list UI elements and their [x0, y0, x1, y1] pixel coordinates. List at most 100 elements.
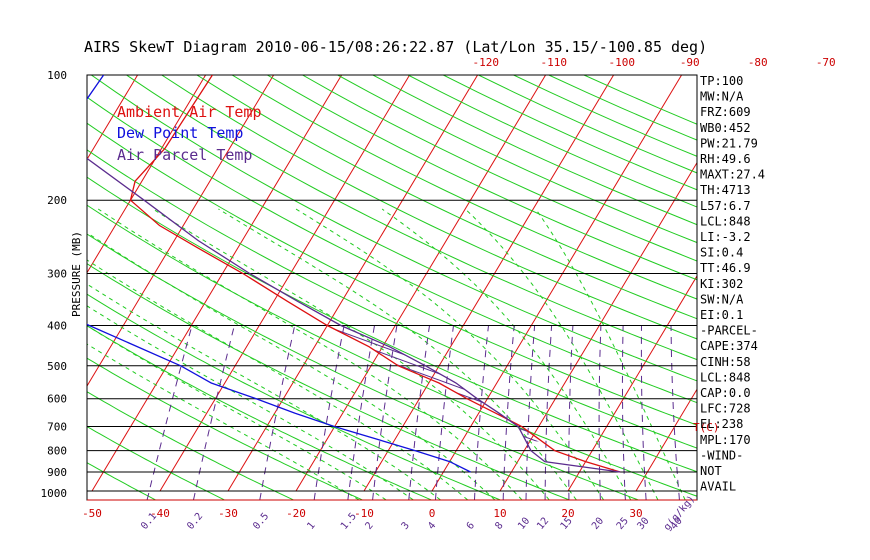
stat-item: FRZ:609	[700, 105, 751, 119]
dry-adiabat-line	[87, 122, 697, 426]
mixing-ratio-line	[146, 325, 193, 500]
ambient-air-temp-line	[129, 75, 621, 473]
dry-adiabat-line	[87, 426, 225, 500]
mixing-ratio-tick-label: 3	[400, 520, 412, 532]
stat-item: MPL:170	[700, 433, 751, 447]
y-axis-label: PRESSURE (MB)	[70, 231, 83, 317]
isotherm-line	[772, 75, 870, 491]
dry-adiabat-line	[196, 75, 697, 320]
stat-item: LCL:848	[700, 370, 751, 384]
mixing-ratio-line	[408, 325, 430, 500]
dry-adiabat-line	[87, 263, 570, 500]
stat-item: TT:46.9	[700, 261, 751, 275]
moist-adiabat-line	[535, 208, 686, 500]
isotherm-line	[0, 75, 2, 491]
dry-adiabat-line	[87, 293, 501, 500]
dry-adiabat-line	[161, 75, 697, 340]
dry-adiabat-line	[302, 75, 697, 262]
isotherm-line	[87, 75, 139, 161]
bottom-temp-tick-label: 20	[561, 507, 574, 520]
isotherm-line	[499, 161, 697, 492]
dry-adiabat-line	[267, 75, 697, 281]
bottom-temp-tick-label: -50	[82, 507, 102, 520]
stat-item: RH:49.6	[700, 152, 751, 166]
dry-adiabat-line	[337, 75, 697, 244]
bottom-temp-tick-label: 30	[629, 507, 642, 520]
bottom-temp-tick-label: 10	[493, 507, 506, 520]
dry-adiabat-line	[87, 204, 697, 497]
bottom-temp-tick-label: 0	[429, 507, 436, 520]
bottom-temp-tick-label: -10	[354, 507, 374, 520]
mixing-ratio-line	[525, 325, 536, 500]
stat-item: CAPE:374	[700, 339, 758, 353]
stat-item: -WIND-	[700, 448, 743, 462]
mixing-ratio-line	[502, 325, 515, 500]
moist-adiabat-line	[87, 283, 441, 500]
dry-adiabat-line	[372, 75, 697, 226]
pressure-tick-label: 600	[47, 393, 67, 406]
legend-ambient-air-temp: Ambient Air Temp	[117, 103, 262, 121]
moist-adiabat-line	[87, 305, 414, 500]
isotherm-line	[363, 75, 615, 492]
pressure-tick-label: 1000	[41, 487, 68, 500]
mixing-ratio-tick-label: 6	[465, 520, 477, 532]
stat-item: AVAIL	[700, 480, 736, 494]
isotherm-line	[87, 75, 275, 387]
stat-item: LI:-3.2	[700, 230, 751, 244]
stat-item: -PARCEL-	[700, 324, 758, 338]
dry-adiabat-line	[87, 233, 639, 500]
dry-adiabat-line	[87, 96, 697, 404]
dry-adiabat-line	[231, 75, 697, 300]
air-parcel-temp-line	[87, 157, 621, 473]
mixing-ratio-line	[193, 325, 235, 500]
pressure-tick-label: 800	[47, 445, 67, 458]
stat-item: MW:N/A	[700, 90, 744, 104]
legend-dew-point-temp: Dew Point Temp	[117, 124, 243, 142]
dry-adiabat-line	[87, 149, 697, 449]
isotherm-line	[159, 75, 411, 492]
stat-item: NOT	[700, 464, 722, 478]
chart-title: AIRS SkewT Diagram 2010-06-15/08:26:22.8…	[84, 38, 707, 56]
dry-adiabat-line	[87, 325, 432, 500]
pressure-tick-label: 700	[47, 421, 67, 434]
dry-adiabat-line	[87, 176, 697, 473]
mixing-ratio-tick-label: 8	[493, 520, 505, 532]
stat-item: SI:0.4	[700, 246, 743, 260]
grid-layer	[0, 75, 870, 500]
moist-adiabat-line	[87, 232, 496, 500]
moist-adiabat-line	[381, 208, 632, 500]
mixing-ratio-line	[598, 325, 602, 500]
isotherm-line	[567, 275, 697, 492]
bottom-temp-tick-label: -20	[286, 507, 306, 520]
stat-item: LFC:728	[700, 402, 751, 416]
stat-item: LCL:848	[700, 214, 751, 228]
stat-item: EI:0.1	[700, 308, 743, 322]
moist-adiabat-line	[97, 208, 523, 500]
stat-item: KI:302	[700, 277, 743, 291]
pressure-tick-label: 100	[47, 69, 67, 82]
top-temp-tick-label: -70	[816, 56, 836, 69]
mixing-ratio-line	[259, 325, 296, 500]
x-axis-unit-label: T(C)	[693, 421, 720, 434]
isotherm-line	[840, 75, 870, 491]
dry-adiabat-line	[513, 75, 697, 157]
moist-adiabat-line	[87, 343, 359, 500]
moist-adiabat-line	[152, 208, 550, 500]
mixing-ratio-tick-label: 10	[516, 516, 532, 532]
bottom-temp-tick-label: -30	[218, 507, 238, 520]
moist-adiabat-line	[464, 208, 659, 500]
moist-adiabat-line	[295, 208, 604, 500]
pressure-tick-label: 400	[47, 319, 67, 332]
top-temp-tick-label: -110	[541, 56, 568, 69]
mixing-ratio-tick-label: 0.5	[251, 511, 271, 532]
moist-adiabat-line	[218, 208, 577, 500]
mixing-ratio-tick-label: 0.2	[185, 511, 205, 532]
dry-adiabat-line	[91, 75, 697, 382]
pressure-tick-label: 900	[47, 466, 67, 479]
mixing-ratio-tick-label: 4	[426, 520, 438, 532]
dry-adiabat-line	[87, 462, 156, 500]
stat-item: MAXT:27.4	[700, 168, 765, 182]
dew-point-temp-line	[87, 75, 471, 473]
